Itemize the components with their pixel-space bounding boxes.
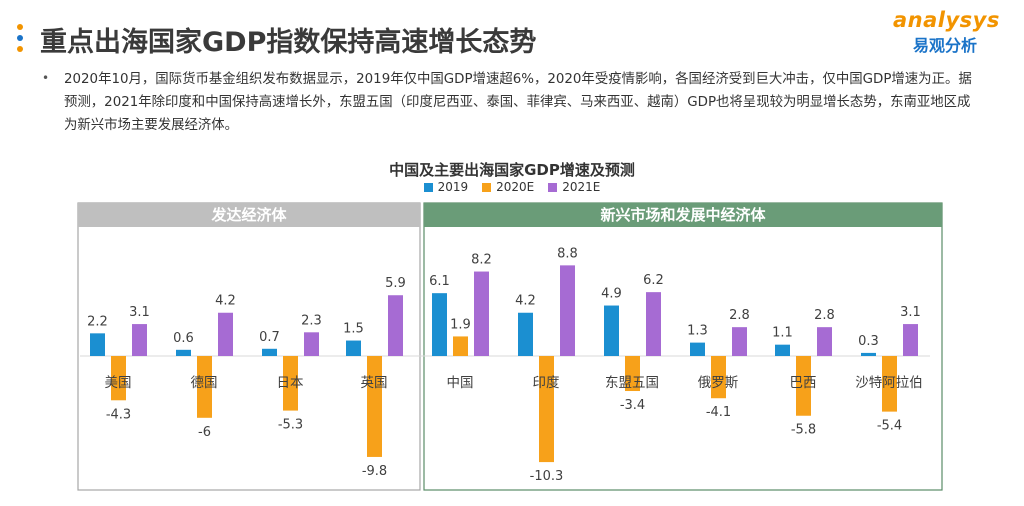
data-label-2021E-7: 6.2	[643, 273, 664, 288]
category-label-2: 德国	[191, 375, 218, 391]
bar-2019-6	[518, 312, 533, 356]
data-label-2019-1: 2.2	[87, 314, 108, 329]
data-label-2019-6: 4.2	[515, 294, 536, 309]
chart-title: 中国及主要出海国家GDP增速及预测	[389, 161, 635, 179]
legend-swatch-2019	[423, 182, 433, 192]
brand-logo-cn: 易观分析	[913, 36, 978, 55]
data-label-2020E-8: -4.1	[706, 405, 731, 420]
bar-2019-3	[262, 348, 277, 356]
data-label-2021E-2: 4.2	[215, 294, 236, 309]
panel-header-label-2: 新兴市场和发展中经济体	[600, 206, 766, 224]
data-label-2019-2: 0.6	[173, 331, 194, 346]
data-label-2019-5: 6.1	[429, 274, 450, 289]
category-label-1: 美国	[105, 375, 132, 391]
panel-header-2	[424, 203, 942, 227]
data-label-2020E-6: -10.3	[530, 469, 564, 484]
decoration-dot-3	[17, 46, 23, 52]
category-label-9: 巴西	[790, 375, 817, 391]
legend-item-2020e: 2020E	[482, 180, 534, 194]
data-label-2020E-7: -3.4	[620, 398, 645, 413]
bullet-marker: •	[42, 71, 50, 85]
bar-2019-8	[690, 342, 705, 356]
data-label-2020E-9: -5.8	[791, 423, 816, 438]
bar-2020E-7	[625, 356, 640, 392]
bar-2021E-10	[903, 324, 918, 356]
decoration-dot-1	[17, 24, 23, 30]
bar-2020E-8	[711, 356, 726, 399]
legend-label-2021e: 2021E	[562, 180, 601, 194]
data-label-2020E-2: -6	[198, 425, 211, 440]
data-label-2020E-5: 1.9	[450, 317, 471, 332]
brand-logo: analysys 易观分析	[893, 8, 1003, 56]
legend-swatch-2020e	[482, 182, 492, 192]
title-decoration-dots	[17, 24, 25, 57]
bar-2021E-5	[474, 271, 489, 356]
bar-2021E-8	[732, 327, 747, 356]
legend-swatch-2021e	[548, 182, 558, 192]
data-label-2019-4: 1.5	[343, 322, 364, 337]
category-label-7: 东盟五国	[605, 375, 659, 391]
bar-2020E-2	[197, 356, 212, 418]
data-label-2021E-5: 8.2	[471, 253, 492, 268]
brand-logo-text: analysys	[893, 8, 1000, 32]
category-label-4: 英国	[361, 374, 388, 391]
panel-header-1	[78, 203, 420, 227]
bar-2019-10	[861, 352, 876, 356]
panel-header-label-1: 发达经济体	[210, 206, 287, 224]
bar-2019-2	[176, 349, 191, 356]
category-label-6: 印度	[533, 375, 560, 391]
bar-2021E-9	[817, 327, 832, 356]
data-label-2021E-9: 2.8	[814, 308, 835, 323]
bar-2020E-1	[111, 356, 126, 401]
legend-item-2019: 2019	[423, 180, 469, 194]
bar-2020E-5	[453, 336, 468, 356]
bar-2020E-10	[882, 356, 897, 412]
data-label-2020E-3: -5.3	[278, 418, 303, 433]
bar-2021E-3	[304, 332, 319, 356]
category-label-8: 俄罗斯	[698, 375, 739, 391]
description-paragraph: 2020年10月，国际货币基金组织发布数据显示，2019年仅中国GDP增速超6%…	[64, 72, 972, 133]
bar-2021E-1	[132, 324, 147, 356]
page-title: 重点出海国家GDP指数保持高速增长态势	[40, 27, 537, 58]
data-label-2021E-3: 2.3	[301, 313, 322, 328]
bar-2020E-4	[367, 356, 382, 457]
bar-2020E-9	[796, 356, 811, 416]
bar-2021E-2	[218, 312, 233, 356]
legend-label-2020e: 2020E	[496, 180, 535, 194]
data-label-2021E-1: 3.1	[129, 305, 150, 320]
data-label-2020E-1: -4.3	[106, 407, 131, 422]
data-label-2021E-6: 8.8	[557, 246, 578, 261]
decoration-dot-2	[17, 35, 23, 41]
legend-item-2021e: 2021E	[548, 180, 600, 194]
bar-2020E-3	[283, 356, 298, 411]
chart-legend: 2019 2020E 2021E	[0, 180, 1024, 194]
bar-2021E-4	[388, 295, 403, 356]
bar-2021E-6	[560, 265, 575, 356]
data-label-2021E-10: 3.1	[900, 305, 921, 320]
bar-2021E-7	[646, 292, 661, 356]
legend-label-2019: 2019	[437, 180, 469, 194]
category-label-3: 日本	[277, 375, 304, 391]
category-label-5: 中国	[447, 375, 474, 391]
data-label-2019-10: 0.3	[858, 334, 879, 349]
bar-2019-7	[604, 305, 619, 356]
bar-2020E-6	[539, 356, 554, 463]
data-label-2019-8: 1.3	[687, 324, 708, 339]
data-label-2019-7: 4.9	[601, 287, 622, 302]
bar-2019-4	[346, 340, 361, 356]
data-label-2021E-8: 2.8	[729, 308, 750, 323]
data-label-2021E-4: 5.9	[385, 276, 406, 291]
bar-2019-9	[775, 344, 790, 356]
data-label-2020E-10: -5.4	[877, 419, 902, 434]
data-label-2019-3: 0.7	[259, 330, 280, 345]
data-label-2020E-4: -9.8	[362, 464, 387, 479]
bar-2019-5	[432, 293, 447, 356]
category-label-10: 沙特阿拉伯	[855, 375, 923, 391]
data-label-2019-9: 1.1	[772, 326, 793, 341]
bar-2019-1	[90, 333, 105, 356]
